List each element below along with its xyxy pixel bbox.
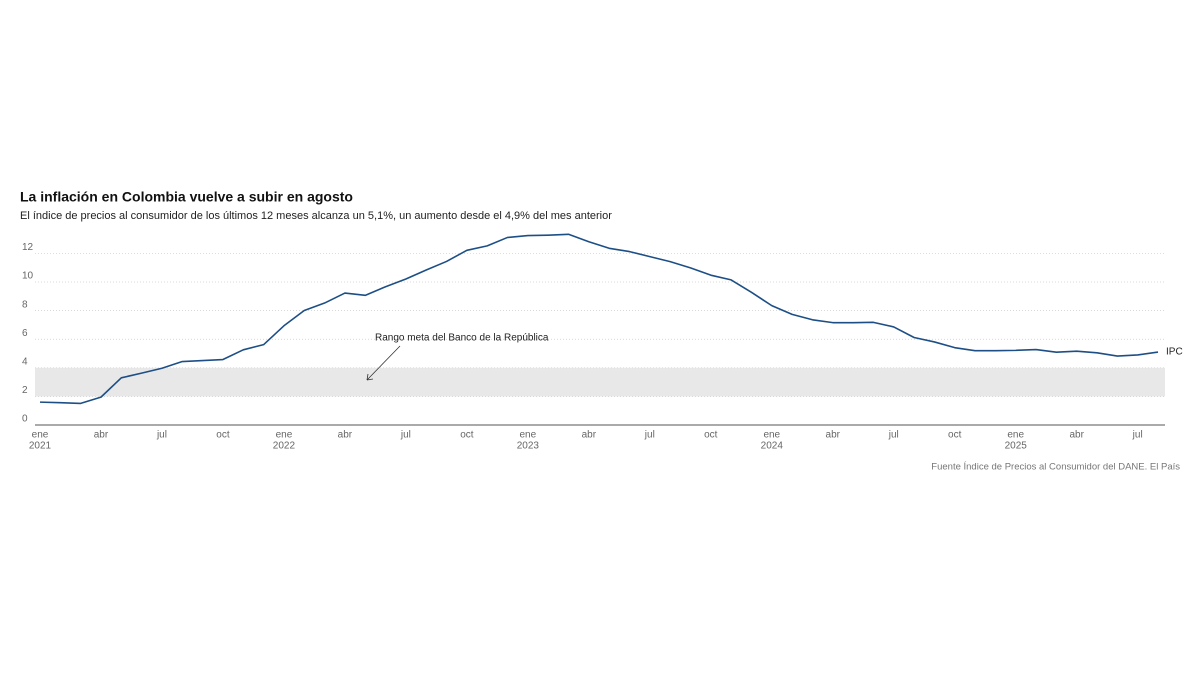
x-tick-label: abr (826, 430, 841, 441)
annotation-arrowhead (366, 373, 374, 381)
x-tick-label: ene (32, 430, 49, 441)
y-tick-label: 2 (22, 385, 28, 396)
target-band (35, 367, 1165, 397)
y-tick-label: 10 (22, 271, 34, 282)
x-tick-label: ene (276, 430, 293, 441)
y-tick-label: 12 (22, 242, 34, 253)
year-label: 2021 (29, 441, 52, 452)
x-tick-label: oct (948, 430, 962, 441)
year-label: 2024 (761, 441, 784, 452)
source: Fuente Índice de Precios al Consumidor d… (931, 462, 1180, 473)
y-tick-label: 4 (22, 356, 28, 367)
x-tick-label: abr (338, 430, 353, 441)
x-tick-label: oct (460, 430, 474, 441)
year-label: 2025 (1005, 441, 1028, 452)
x-tick-label: jul (1132, 430, 1143, 441)
x-tick-label: abr (94, 430, 109, 441)
x-tick-label: ene (520, 430, 537, 441)
x-tick-label: oct (704, 430, 718, 441)
series-label: IPC (1166, 347, 1183, 358)
y-tick-label: 8 (22, 299, 28, 310)
chart-subtitle: El índice de precios al consumidor de lo… (20, 210, 612, 222)
x-tick-label: abr (582, 430, 597, 441)
y-tick-label: 6 (22, 328, 28, 339)
annotation: Rango meta del Banco de la República (375, 333, 549, 344)
year-label: 2023 (517, 441, 540, 452)
x-tick-label: jul (156, 430, 167, 441)
chart-title: La inflación en Colombia vuelve a subir … (20, 189, 353, 205)
x-tick-label: ene (763, 430, 780, 441)
x-tick-label: jul (400, 430, 411, 441)
x-tick-label: abr (1069, 430, 1084, 441)
year-label: 2022 (273, 441, 296, 452)
x-tick-label: jul (888, 430, 899, 441)
x-tick-label: oct (216, 430, 230, 441)
series-line (39, 233, 1159, 405)
annotation-arrow (366, 345, 401, 381)
x-tick-label: jul (644, 430, 655, 441)
y-tick-label: 0 (22, 414, 28, 425)
x-tick-label: ene (1007, 430, 1024, 441)
